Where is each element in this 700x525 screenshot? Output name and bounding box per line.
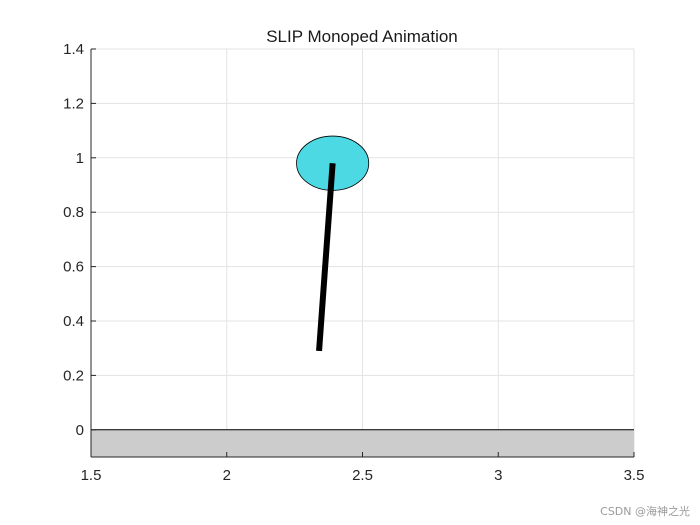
y-tick-label: 0.2: [63, 367, 84, 384]
x-tick-label: 3.5: [624, 467, 645, 484]
y-tick-label: 0.4: [63, 313, 84, 330]
monoped-leg: [316, 163, 336, 352]
tick-labels: 1.5 2 2.5 3 3.5 0 0.2 0.4 0.6 0.8 1 1.2 1.4: [63, 41, 644, 484]
y-tick-label: 1: [76, 150, 84, 167]
x-tick-label: 3: [494, 467, 502, 484]
y-tick-label: 1.2: [63, 95, 84, 112]
y-tick-label: 0.6: [63, 259, 84, 276]
y-tick-label: 0: [76, 422, 84, 439]
marks-layer: [296, 135, 370, 352]
y-tick-label: 0.8: [63, 204, 84, 221]
watermark-text: CSDN @海神之光: [600, 505, 690, 518]
chart-title: SLIP Monoped Animation: [266, 27, 458, 46]
x-tick-label: 1.5: [81, 467, 102, 484]
x-tick-label: 2.5: [352, 467, 373, 484]
axes-layer: [90, 48, 635, 458]
y-tick-label: 1.4: [63, 41, 84, 58]
x-tick-label: 2: [223, 467, 231, 484]
